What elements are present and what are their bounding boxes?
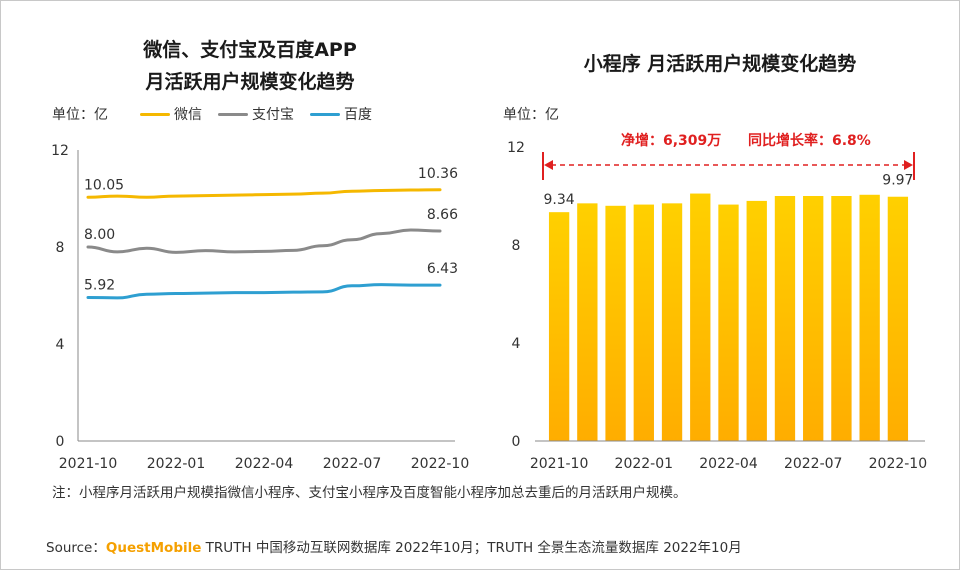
right-bar-chart: 12 8 4 0 2021-10 2022-01 2022-04 2022-07 2022-10…: [507, 132, 928, 472]
x-tick-label: 2022-07: [784, 456, 843, 472]
bar: [577, 203, 598, 441]
annotation-net-increase: 净增：6,309万: [621, 132, 721, 149]
bar: [690, 193, 711, 441]
data-label-start: 8.00: [84, 227, 115, 243]
data-label-end: 8.66: [427, 207, 458, 223]
source-text: TRUTH 中国移动互联网数据库 2022年10月；TRUTH 全景生态流量数据…: [201, 540, 742, 556]
source-line: Source：QuestMobile TRUTH 中国移动互联网数据库 2022…: [46, 536, 742, 556]
legend-label: 百度: [344, 107, 372, 123]
right-unit-label: 单位：亿: [503, 107, 559, 123]
x-tick-label: 2022-04: [235, 456, 294, 472]
data-label-start: 5.92: [84, 277, 115, 293]
left-chart-title: 微信、支付宝及百度APP 月活跃用户规模变化趋势: [60, 34, 440, 98]
data-label-end: 10.36: [418, 166, 458, 182]
legend-item: 微信: [140, 104, 202, 124]
x-tick-label: 2022-04: [699, 456, 758, 472]
right-chart-title: 小程序 月活跃用户规模变化趋势: [583, 53, 857, 75]
bar: [803, 196, 824, 441]
bar: [718, 204, 739, 441]
x-tick-label: 2022-01: [147, 456, 206, 472]
x-tick-label: 2021-10: [530, 456, 589, 472]
data-label-first: 9.34: [544, 192, 575, 208]
annotation-yoy-growth: 同比增长率：6.8%: [748, 132, 871, 149]
bar: [746, 200, 767, 441]
bar: [661, 203, 683, 441]
legend-item: 百度: [310, 104, 372, 124]
data-label-start: 10.05: [84, 177, 124, 193]
legend-item: 支付宝: [218, 104, 294, 124]
annotation-arrow-right: [904, 160, 913, 170]
left-title-line2: 月活跃用户规模变化趋势: [145, 71, 355, 93]
y-tick-label: 12: [507, 140, 525, 156]
bar: [887, 196, 909, 441]
footnote: 注：小程序月活跃用户规模指微信小程序、支付宝小程序及百度智能小程序加总去重后的月…: [52, 485, 687, 501]
legend-label: 微信: [174, 107, 202, 123]
legend-swatch: [140, 112, 170, 116]
left-title-line1: 微信、支付宝及百度APP: [143, 39, 357, 61]
source-prefix: Source：: [46, 540, 106, 556]
annotation-arrow-left: [544, 160, 553, 170]
y-tick-label: 0: [512, 434, 521, 450]
data-label-last: 9.97: [882, 173, 913, 189]
x-tick-label: 2022-10: [411, 456, 470, 472]
series-line: [86, 228, 442, 254]
source-brand: QuestMobile: [105, 540, 202, 556]
left-unit-label: 单位：亿: [52, 107, 108, 123]
series-line: [86, 188, 442, 199]
x-tick-label: 2022-07: [323, 456, 382, 472]
y-tick-label: 4: [512, 336, 521, 352]
y-tick-label: 4: [56, 337, 65, 353]
legend-swatch: [310, 112, 340, 116]
y-tick-label: 0: [56, 434, 65, 450]
y-tick-label: 8: [512, 238, 521, 254]
bar: [859, 194, 880, 441]
y-tick-label: 12: [51, 143, 69, 159]
x-tick-label: 2022-01: [615, 456, 674, 472]
bar: [633, 204, 654, 441]
bar: [548, 212, 570, 441]
bar: [605, 205, 626, 441]
series-line: [86, 283, 442, 300]
left-legend: 微信 支付宝 百度: [140, 104, 388, 124]
bar: [774, 196, 796, 441]
legend-label: 支付宝: [252, 107, 294, 123]
x-tick-label: 2022-10: [869, 456, 928, 472]
legend-swatch: [218, 112, 248, 116]
bar: [831, 196, 852, 441]
x-tick-label: 2021-10: [59, 456, 118, 472]
left-line-chart: 12 8 4 0 2021-10 2022-01 2022-04 2022-07 2022-10…: [51, 143, 470, 472]
data-label-end: 6.43: [427, 261, 458, 277]
y-tick-label: 8: [56, 240, 65, 256]
